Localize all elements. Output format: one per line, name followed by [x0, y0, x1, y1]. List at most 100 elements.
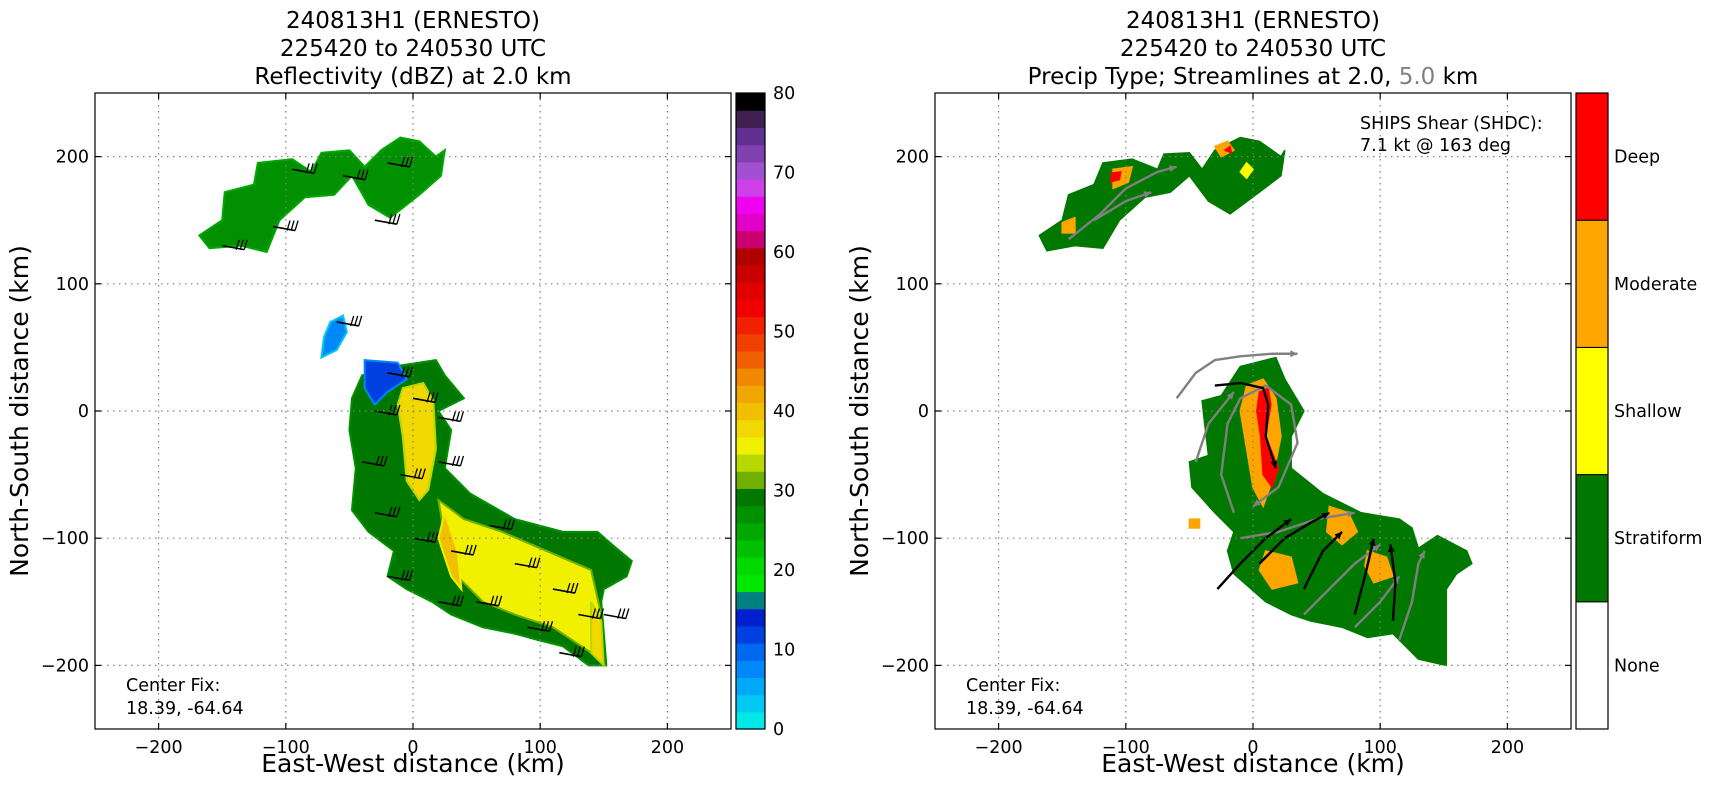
colorbar-swatch: [736, 368, 765, 386]
barb-feather: [434, 532, 439, 543]
colorbar-swatch: [736, 574, 765, 593]
right-center-fix-label: Center Fix:: [966, 676, 1060, 696]
wind-barb: [361, 455, 388, 467]
wind-barb: [438, 411, 465, 423]
precip-region-shallow: [1239, 161, 1254, 180]
colorbar-swatch: [736, 230, 765, 249]
barb-feather: [379, 455, 384, 467]
category-label-deep: Deep: [1614, 148, 1660, 168]
right-tick-marks: [935, 93, 1571, 729]
colorbar-swatch: [736, 711, 765, 730]
barb-feather: [455, 455, 461, 467]
barb-feather: [426, 392, 431, 403]
streamline-2km: [1302, 530, 1343, 590]
wind-barb: [374, 506, 401, 518]
colorbar-swatch: [736, 539, 765, 558]
left-title-line-1: 240813H1 (ERNESTO): [286, 8, 540, 34]
precip-region-stratiform: [1038, 136, 1286, 252]
colorbar-swatch: [736, 161, 765, 180]
barb-feather: [493, 595, 499, 606]
colorbar-swatch: [736, 453, 765, 472]
shear-value: 7.1 kt @ 163 deg: [1360, 136, 1511, 156]
reflectivity-region: [320, 314, 348, 360]
barb-feather: [313, 163, 318, 174]
left-center-fix-label: Center Fix:: [126, 676, 220, 696]
streamline-2km-arrow: [1321, 512, 1330, 520]
barb-feather: [364, 169, 369, 180]
left-x-axis-label: East-West distance (km): [261, 749, 565, 778]
barb-feather: [421, 468, 426, 479]
colorbar-swatch: [736, 557, 765, 575]
title-highlight: 5.0: [1399, 64, 1436, 90]
wind-barb: [489, 519, 515, 531]
left-y-axis-label: North-South distance (km): [5, 245, 34, 577]
wind-barb: [222, 239, 248, 251]
streamline-2km-arrow: [1270, 460, 1278, 469]
barb-feather: [404, 570, 410, 581]
barb-feather: [489, 595, 495, 606]
barb-feather: [392, 214, 397, 225]
colorbar-swatch: [736, 625, 765, 644]
barb-feather: [459, 411, 465, 422]
streamline-2km: [1353, 537, 1376, 615]
barb-feather: [400, 366, 406, 378]
reflectivity-panel: 240813H1 (ERNESTO) 225420 to 240530 UTC …: [5, 8, 795, 778]
wind-barb: [342, 169, 369, 181]
colorbar-swatch: [736, 677, 765, 696]
barb-feather: [375, 455, 380, 467]
colorbar-swatch: [736, 127, 765, 146]
streamline-5km-arrow: [1418, 550, 1425, 559]
barb-feather: [451, 595, 457, 606]
barb-feather: [459, 595, 465, 606]
barb-feather: [497, 595, 503, 606]
colorbar-swatch: [736, 213, 765, 232]
left-title-line-2: 225420 to 240530 UTC: [280, 36, 546, 62]
y-tick-label: 200: [56, 148, 89, 168]
right-title-line-3: Precip Type; Streamlines at 2.0, 5.0 km: [1028, 64, 1479, 90]
barb-feather: [350, 315, 355, 327]
precip-region-moderate: [1364, 549, 1394, 584]
colorbar-tick-label: 60: [773, 243, 795, 263]
barb-feather: [417, 468, 422, 479]
barb-feather: [358, 315, 363, 327]
colorbar-swatch: [736, 402, 765, 421]
barb-feather: [544, 621, 550, 632]
x-tick-label: 200: [1491, 738, 1524, 758]
colorbar-tick-label: 70: [773, 164, 795, 184]
precip-region-deep: [1109, 170, 1122, 184]
precip-type-plot-area: [1038, 136, 1473, 667]
barb-feather: [502, 519, 507, 530]
reflectivity-region: [363, 359, 408, 407]
barb-feather: [468, 544, 473, 556]
wind-barb: [451, 544, 477, 556]
streamline-5km: [1220, 384, 1299, 514]
wind-barb: [438, 455, 465, 467]
streamline-2km: [1216, 518, 1292, 590]
left-x-tick-labels: −200 −100 0 100 200: [135, 738, 685, 758]
colorbar-swatch: [736, 694, 765, 713]
barb-feather: [400, 570, 406, 581]
barb-feather: [305, 163, 310, 174]
precip-type-colorbar-labels: None Stratiform Shallow Moderate Deep: [1614, 148, 1702, 677]
barb-feather: [572, 646, 577, 657]
wind-barb: [387, 366, 414, 378]
barb-feather: [570, 582, 575, 594]
barb-feather: [459, 455, 465, 467]
y-tick-label: −200: [41, 656, 89, 676]
wind-barb: [336, 315, 363, 327]
barb-feather: [408, 366, 414, 378]
streamline-2km-arrow: [1283, 519, 1292, 527]
y-tick-label: −100: [41, 529, 89, 549]
barb-feather: [392, 404, 397, 416]
barb-feather: [235, 239, 240, 250]
streamline-2km-arrow: [1387, 544, 1395, 553]
left-gridlines: [95, 93, 731, 729]
right-y-tick-labels: −200 −100 0 100 200: [881, 148, 929, 677]
reflectivity-region: [396, 381, 437, 502]
x-tick-label: 200: [651, 738, 684, 758]
barb-feather: [309, 163, 314, 174]
colorbar-swatch: [736, 385, 765, 404]
barb-feather: [243, 239, 248, 250]
precip-region-moderate: [1188, 518, 1201, 529]
precip-region-moderate: [1258, 550, 1299, 590]
